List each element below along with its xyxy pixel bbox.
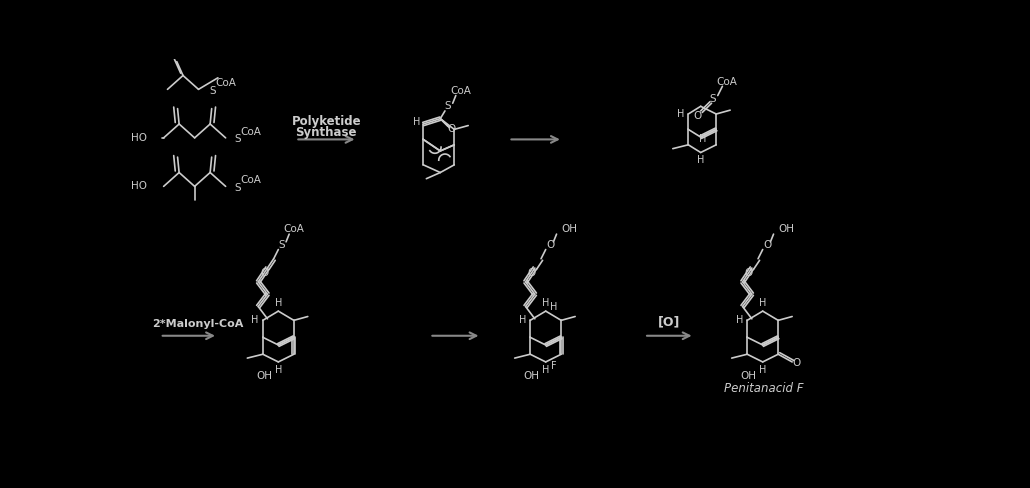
Text: O: O [763,240,771,250]
Text: O: O [546,240,554,250]
Text: [O]: [O] [658,315,680,328]
Text: OH: OH [778,224,794,235]
Text: OH: OH [523,371,540,381]
Text: O: O [261,267,269,278]
Text: OH: OH [256,371,272,381]
Text: S: S [235,134,241,144]
Text: H: H [759,299,766,308]
Text: H: H [677,109,684,119]
Text: HO: HO [131,182,146,191]
Text: S: S [209,86,215,96]
Text: OH: OH [561,224,577,235]
Text: CoA: CoA [283,224,304,235]
Text: H: H [413,117,420,127]
Text: H: H [759,365,766,375]
Text: OH: OH [741,371,757,381]
Text: O: O [745,267,753,278]
Text: H: H [275,365,282,375]
Text: Penitanacid F: Penitanacid F [724,382,804,395]
Text: CoA: CoA [717,77,737,87]
Text: CoA: CoA [241,175,262,185]
Text: CoA: CoA [215,78,236,88]
Text: S: S [445,102,451,111]
Text: F: F [551,361,556,371]
Text: CoA: CoA [450,86,471,96]
Text: O: O [527,267,536,278]
Text: Synthase: Synthase [296,126,357,139]
Text: H: H [735,315,743,325]
Text: 2*Malonyl-CoA: 2*Malonyl-CoA [152,319,243,329]
Text: HO: HO [131,133,146,143]
Text: S: S [710,94,717,103]
Text: H: H [519,315,526,325]
Text: S: S [278,240,284,250]
Text: H: H [697,155,705,165]
Text: H: H [550,302,557,312]
Text: O: O [447,124,455,134]
Text: CoA: CoA [241,127,262,137]
Text: O: O [793,359,801,368]
Text: O: O [693,111,701,121]
Text: H: H [275,299,282,308]
Text: S: S [235,183,241,193]
Text: H: H [251,315,259,325]
Text: H: H [542,299,549,308]
Text: H: H [542,365,549,375]
Text: H: H [698,134,706,143]
Text: Polyketide: Polyketide [291,115,362,128]
